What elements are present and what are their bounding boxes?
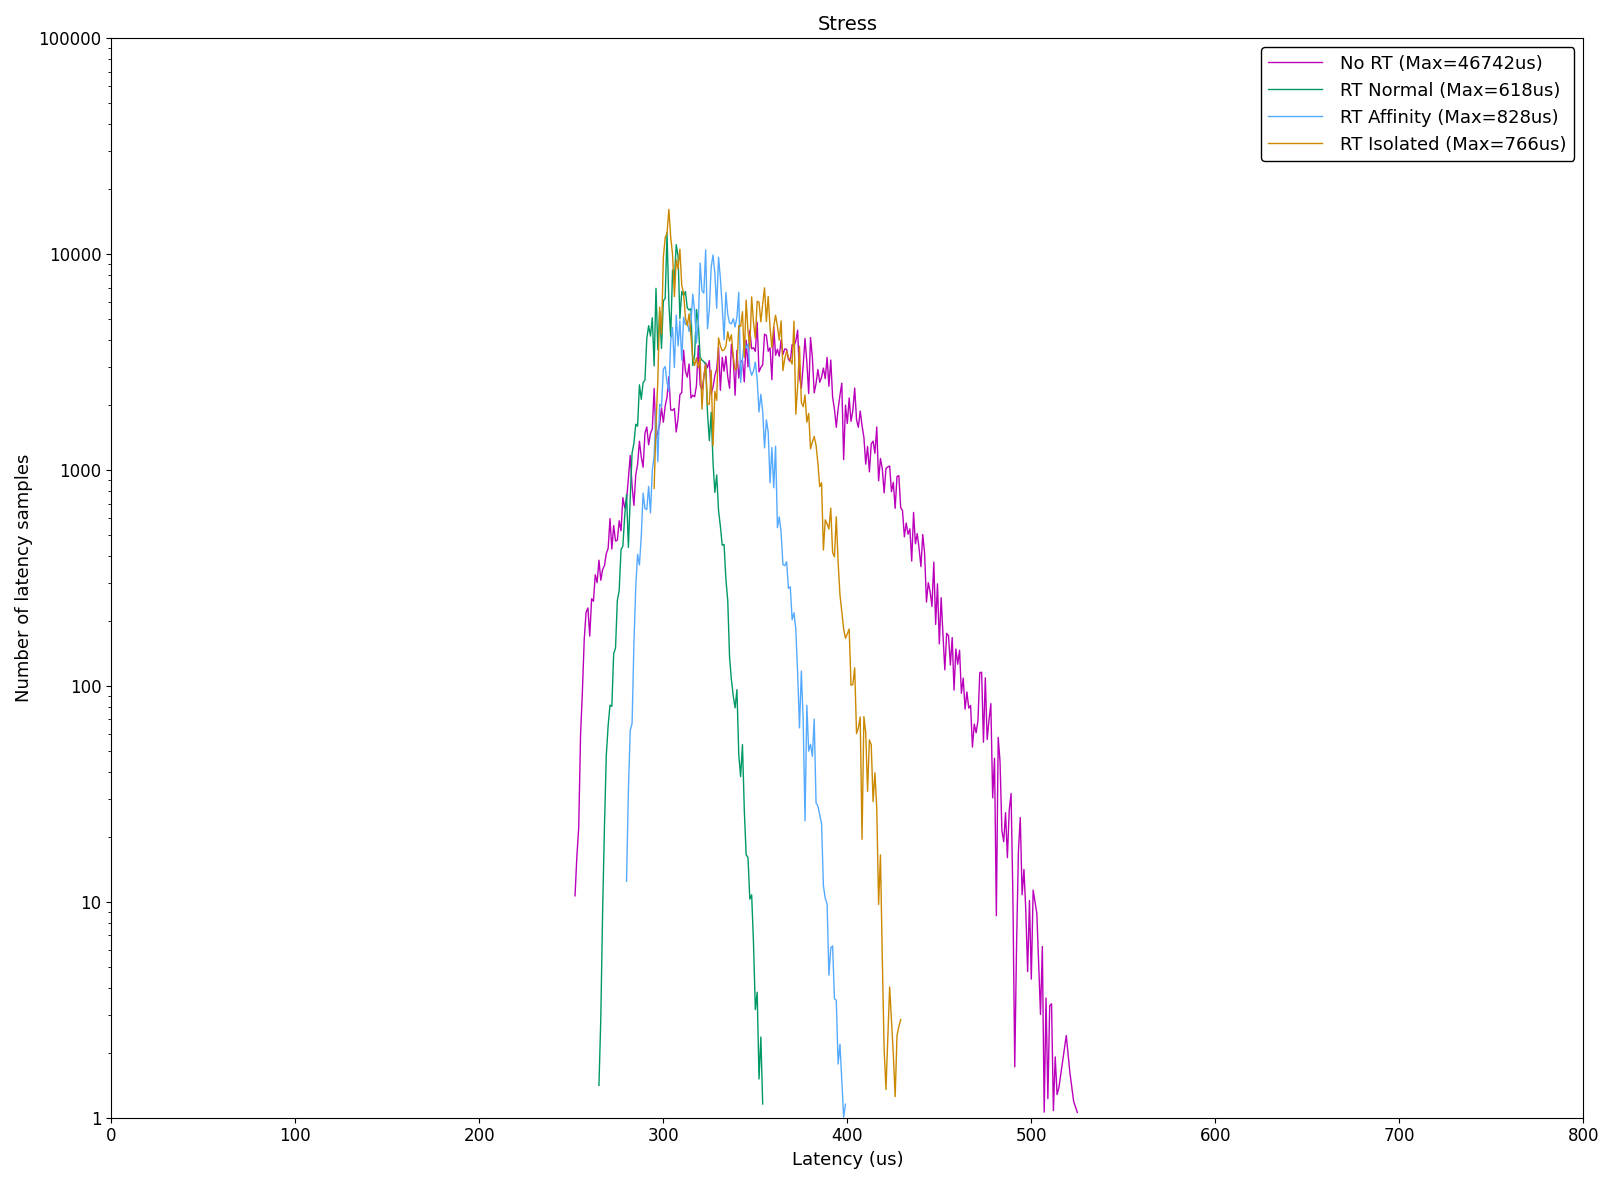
No RT (Max=46742us)	[988, 731, 1007, 745]
Line: RT Isolated (Max=766us): RT Isolated (Max=766us)	[654, 210, 901, 1096]
RT Affinity (Max=828us)	[834, 1109, 854, 1124]
RT Normal (Max=618us)	[731, 770, 751, 784]
RT Isolated (Max=766us)	[876, 1082, 896, 1096]
RT Isolated (Max=766us)	[657, 226, 676, 240]
RT Normal (Max=618us)	[639, 318, 659, 333]
RT Affinity (Max=828us)	[794, 713, 813, 727]
RT Affinity (Max=828us)	[804, 712, 823, 726]
No RT (Max=46742us)	[631, 450, 650, 464]
X-axis label: Latency (us): Latency (us)	[791, 1151, 904, 1169]
Line: RT Affinity (Max=828us): RT Affinity (Max=828us)	[626, 250, 846, 1117]
RT Normal (Max=618us)	[754, 1096, 773, 1111]
RT Affinity (Max=828us)	[696, 243, 715, 257]
RT Normal (Max=618us)	[747, 985, 767, 999]
RT Normal (Max=618us)	[705, 485, 725, 500]
No RT (Max=46742us)	[662, 403, 681, 417]
Legend: No RT (Max=46742us), RT Normal (Max=618us), RT Affinity (Max=828us), RT Isolated: No RT (Max=46742us), RT Normal (Max=618u…	[1261, 47, 1574, 161]
RT Normal (Max=618us)	[612, 542, 631, 556]
RT Isolated (Max=766us)	[891, 1012, 910, 1027]
No RT (Max=46742us)	[1067, 1106, 1086, 1120]
RT Affinity (Max=828us)	[684, 303, 704, 317]
RT Normal (Max=618us)	[657, 226, 676, 240]
RT Normal (Max=618us)	[589, 1079, 608, 1093]
RT Affinity (Max=828us)	[617, 874, 636, 888]
RT Isolated (Max=766us)	[707, 393, 726, 407]
Line: RT Normal (Max=618us): RT Normal (Max=618us)	[599, 233, 763, 1103]
No RT (Max=46742us)	[928, 577, 947, 591]
RT Affinity (Max=828us)	[836, 1098, 855, 1112]
RT Isolated (Max=766us)	[741, 341, 760, 355]
No RT (Max=46742us)	[565, 889, 584, 903]
RT Isolated (Max=766us)	[875, 1042, 894, 1056]
RT Affinity (Max=828us)	[776, 554, 796, 568]
RT Affinity (Max=828us)	[746, 355, 765, 369]
Y-axis label: Number of latency samples: Number of latency samples	[15, 453, 32, 702]
RT Isolated (Max=766us)	[886, 1089, 905, 1103]
No RT (Max=46742us)	[751, 360, 770, 374]
No RT (Max=46742us)	[747, 315, 767, 329]
RT Isolated (Max=766us)	[659, 202, 678, 217]
RT Normal (Max=618us)	[728, 682, 747, 696]
RT Affinity (Max=828us)	[662, 334, 681, 348]
RT Isolated (Max=766us)	[699, 397, 718, 411]
Line: No RT (Max=46742us): No RT (Max=46742us)	[575, 322, 1077, 1113]
No RT (Max=46742us)	[960, 699, 980, 713]
RT Isolated (Max=766us)	[644, 481, 663, 495]
Title: Stress: Stress	[817, 15, 878, 34]
